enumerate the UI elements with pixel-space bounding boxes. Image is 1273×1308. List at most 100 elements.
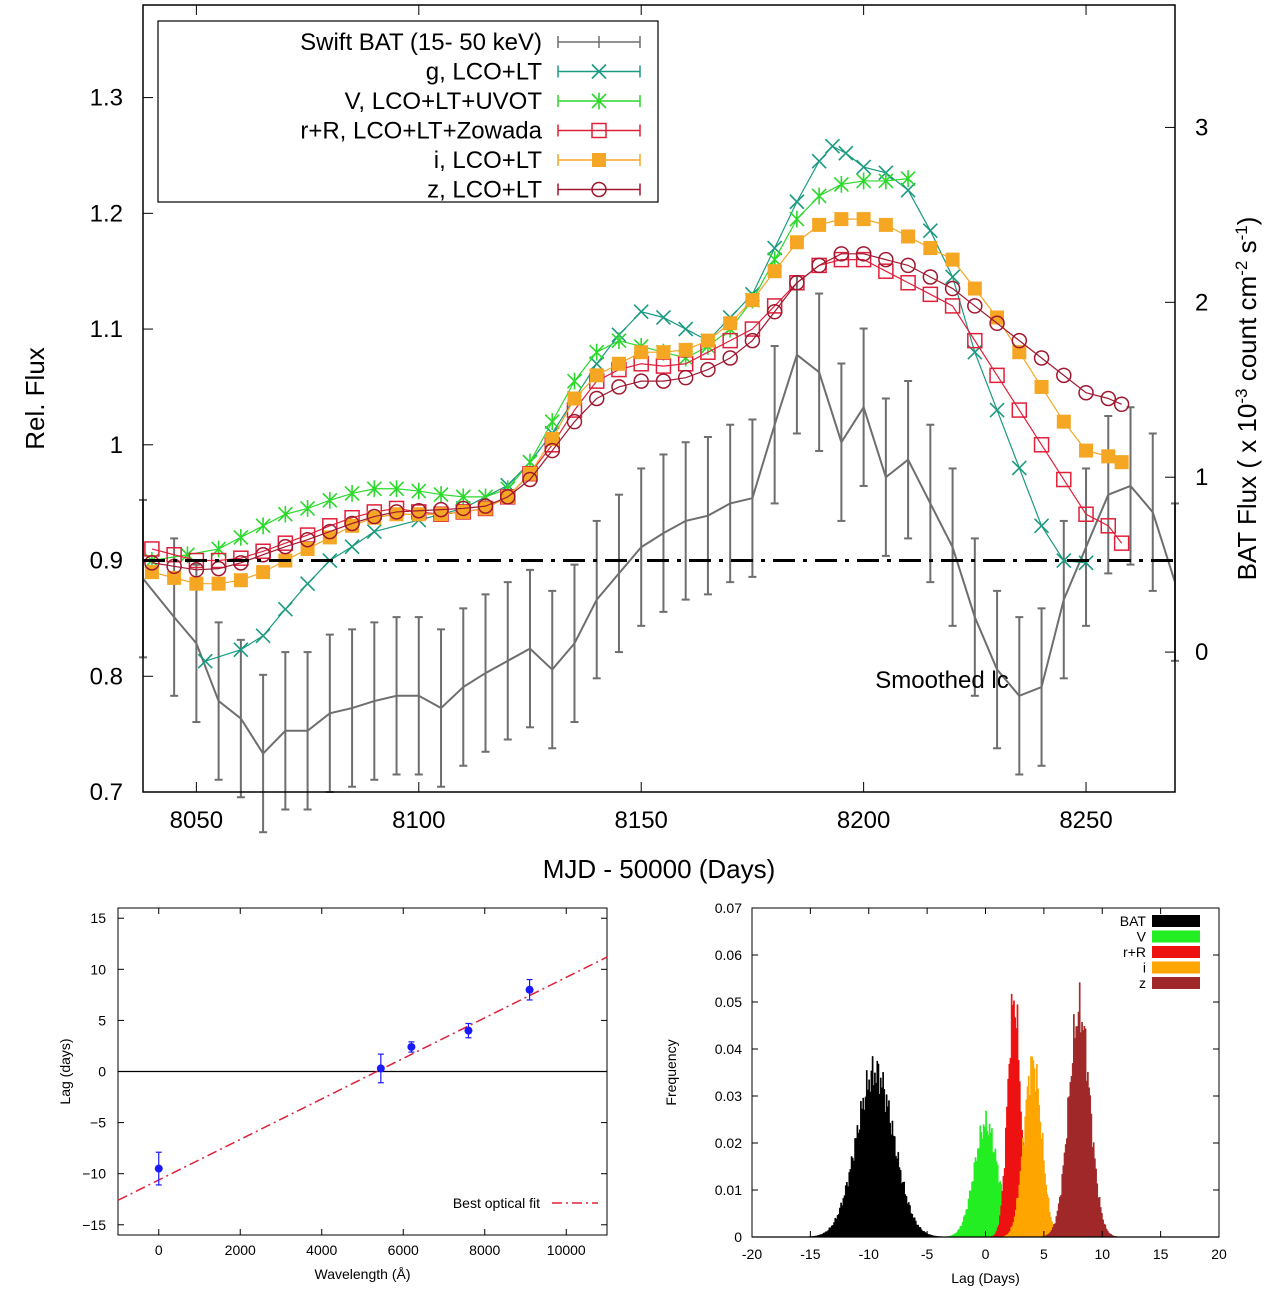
marker-open-circle xyxy=(366,508,383,525)
marker-star xyxy=(411,482,427,500)
y-tick-label: 1.3 xyxy=(90,85,123,112)
fit-line xyxy=(117,956,608,1201)
marker-x xyxy=(678,321,694,337)
marker-open-circle xyxy=(1100,390,1117,407)
marker-x xyxy=(1056,552,1072,569)
legend-swatch xyxy=(1152,915,1200,927)
y-tick-label: 0.7 xyxy=(90,779,123,806)
y-tick-label: −10 xyxy=(82,1166,106,1182)
legend-label: V xyxy=(1137,929,1147,945)
marker-open-square xyxy=(233,550,249,566)
marker-open-square xyxy=(277,535,294,551)
x-tick-label: 8050 xyxy=(170,807,223,834)
marker-x xyxy=(197,653,213,669)
data-point xyxy=(154,1164,163,1173)
marker-x xyxy=(767,240,783,256)
marker-x xyxy=(824,138,841,154)
marker-open-circle xyxy=(299,531,316,548)
marker-open-circle xyxy=(233,555,249,571)
marker-star xyxy=(211,540,227,558)
x-tick-label: -20 xyxy=(742,1246,762,1262)
y2-tick-label: 1 xyxy=(1195,464,1208,491)
series-2 xyxy=(144,170,916,569)
marker-star xyxy=(455,488,471,506)
histogram-0 xyxy=(795,1056,954,1238)
marker-open-circle xyxy=(411,503,427,519)
marker-star xyxy=(878,172,894,190)
x-tick-label: 20 xyxy=(1211,1246,1227,1262)
legend-label: BAT xyxy=(1120,913,1147,929)
y-tick-label: 0.02 xyxy=(715,1135,742,1151)
marker-open-square xyxy=(766,298,783,314)
x-axis-label: Wavelength (Å) xyxy=(315,1266,411,1282)
marker-x xyxy=(300,576,316,592)
marker-star xyxy=(611,332,627,350)
legend-label: z, LCO+LT xyxy=(427,177,542,204)
marker-open-circle xyxy=(144,555,160,571)
marker-filled-square xyxy=(592,153,606,167)
marker-filled-square xyxy=(745,293,760,308)
marker-x xyxy=(900,182,916,198)
histogram-area xyxy=(795,1056,954,1238)
marker-filled-square xyxy=(167,570,182,585)
x-tick-label: 10 xyxy=(1094,1246,1110,1262)
marker-x xyxy=(789,194,805,210)
marker-open-circle xyxy=(591,181,607,198)
legend-swatch xyxy=(1152,961,1200,974)
marker-open-square xyxy=(989,367,1005,384)
marker-filled-square xyxy=(789,235,804,250)
marker-open-square xyxy=(255,543,271,560)
legend-swatch xyxy=(1152,930,1200,943)
marker-open-circle xyxy=(477,498,494,514)
plot-frame xyxy=(142,4,1176,793)
marker-star xyxy=(900,170,916,188)
x-tick-label: 8150 xyxy=(615,807,668,834)
marker-star xyxy=(255,517,271,535)
marker-filled-square xyxy=(256,565,271,580)
y-tick-label: 0.03 xyxy=(715,1088,742,1104)
marker-x xyxy=(945,269,961,285)
marker-filled-square xyxy=(1012,345,1027,360)
marker-open-circle xyxy=(188,562,205,578)
x-tick-label: 0 xyxy=(155,1242,163,1258)
data-point xyxy=(464,1026,473,1035)
marker-open-circle xyxy=(833,246,850,262)
marker-star xyxy=(322,491,338,509)
marker-x xyxy=(366,524,382,540)
marker-open-circle xyxy=(322,523,338,540)
y-tick-label: 0.01 xyxy=(715,1182,742,1198)
y-tick-label: 10 xyxy=(90,961,106,977)
marker-open-circle xyxy=(500,489,516,505)
marker-star xyxy=(811,187,827,205)
y-tick-label: 1.1 xyxy=(90,316,123,343)
marker-open-square xyxy=(1056,471,1072,488)
x-tick-label: 8100 xyxy=(392,807,445,834)
y-axis-label: Lag (days) xyxy=(57,1038,73,1104)
marker-open-square xyxy=(1033,437,1050,453)
marker-filled-square xyxy=(411,507,426,522)
marker-open-square xyxy=(1113,535,1130,551)
marker-star xyxy=(833,175,849,193)
series-1 xyxy=(197,138,1094,669)
marker-filled-square xyxy=(901,229,916,244)
marker-open-circle xyxy=(566,413,583,430)
marker-open-circle xyxy=(1033,350,1050,366)
y-tick-label: 15 xyxy=(90,910,106,926)
marker-filled-square xyxy=(634,345,649,360)
lag-histogram-chart: -20 -15 -10 -5 0 5 10 15 20 0 0.01 0.02 0.03 0.04 0.05… xyxy=(663,900,1227,1286)
annotation-smoothed-lc: Smoothed lc xyxy=(875,667,1008,694)
x-tick-label: 15 xyxy=(1153,1246,1169,1262)
marker-open-square xyxy=(855,251,872,268)
marker-filled-square xyxy=(434,507,449,522)
series-line xyxy=(151,178,909,562)
marker-open-circle xyxy=(1113,396,1130,413)
marker-filled-square xyxy=(1079,443,1094,458)
legend-label: V, LCO+LT+UVOT xyxy=(345,88,543,115)
marker-open-circle xyxy=(900,257,916,274)
marker-filled-square xyxy=(923,241,938,256)
x-tick-label: -5 xyxy=(921,1246,934,1262)
marker-open-circle xyxy=(878,251,894,268)
data-point xyxy=(525,985,534,994)
legend-box xyxy=(157,20,659,203)
marker-star xyxy=(856,172,872,190)
